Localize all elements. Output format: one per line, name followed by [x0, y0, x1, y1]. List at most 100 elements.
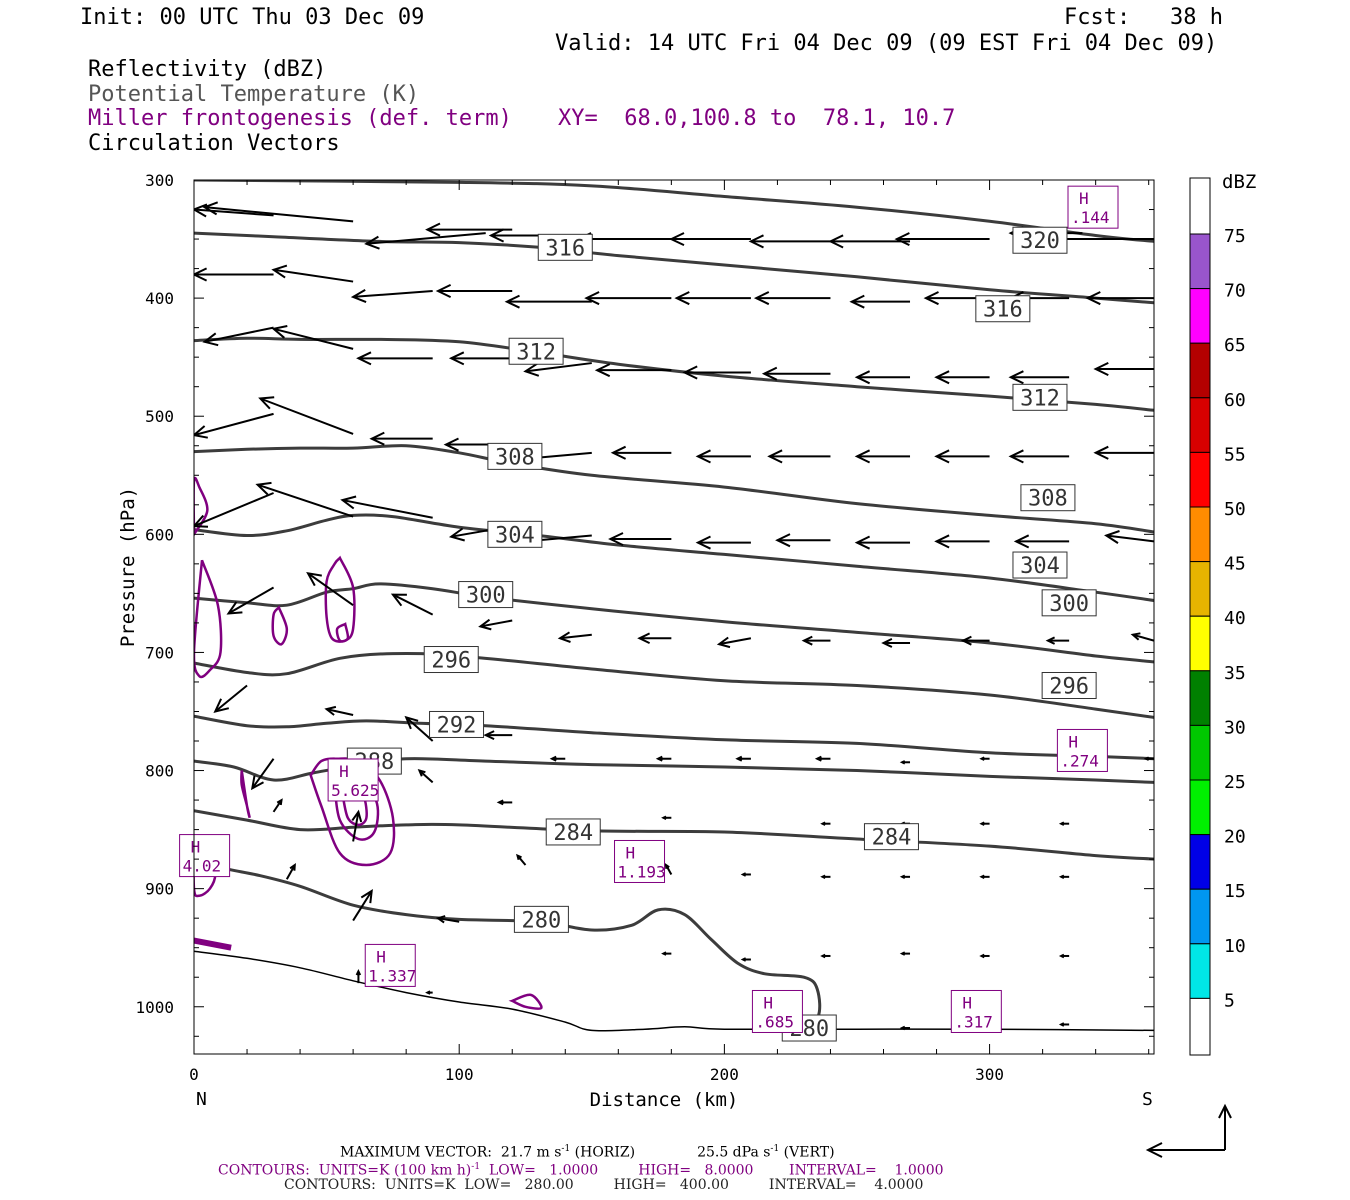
svg-text:300: 300 [1049, 592, 1089, 617]
colorbar-label: 15 [1224, 881, 1246, 902]
fronto-max-label: H5.625 [327, 758, 379, 802]
circulation-vector [1045, 636, 1070, 645]
circulation-vector [496, 799, 513, 806]
theta-label: 316 [975, 295, 1031, 323]
y-tick-label: 900 [145, 880, 174, 899]
circulation-vector [695, 535, 751, 550]
colorbar-label: 45 [1224, 554, 1246, 575]
circulation-vector [594, 363, 672, 378]
svg-text:.274: .274 [1060, 751, 1099, 770]
circulation-vector [854, 449, 911, 464]
circulation-vector [740, 957, 751, 962]
circulation-vector [735, 755, 751, 762]
x-tick-label: 300 [975, 1065, 1004, 1084]
theta-label: 300 [1041, 589, 1097, 617]
circulation-vector [849, 294, 911, 309]
circulation-vector [674, 291, 751, 306]
circulation-vector [194, 492, 274, 528]
colorbar-label: 25 [1224, 772, 1246, 793]
svg-text:.685: .685 [755, 1012, 794, 1031]
circulation-vector [340, 495, 433, 519]
circulation-vector [1130, 632, 1154, 642]
forecast-hour: Fcst: 38 h [1064, 5, 1223, 30]
circulation-vector [1085, 291, 1154, 306]
circulation-vector [801, 635, 831, 646]
circulation-vector [695, 449, 751, 464]
svg-text:H: H [626, 843, 636, 862]
circulation-vector [740, 872, 751, 877]
colorbar-segment [1189, 724, 1211, 781]
theta-contour-304 [194, 513, 1154, 602]
circulation-vector [1104, 530, 1154, 544]
theta-label: 300 [458, 581, 514, 609]
circulation-vector [271, 264, 354, 283]
svg-text:296: 296 [1049, 675, 1089, 700]
circulation-vector [828, 234, 911, 249]
circulation-vector [610, 445, 672, 460]
svg-text:312: 312 [1020, 386, 1060, 411]
theta-contour-292 [194, 714, 1154, 761]
colorbar-segment [1189, 506, 1211, 563]
circulation-vector [352, 889, 373, 922]
circulation-vector [435, 283, 513, 299]
theta-label: 316 [537, 233, 593, 261]
valid-time: Valid: 14 UTC Fri 04 Dec 09 (09 EST Fri … [555, 31, 1218, 56]
field-frontogenesis: Miller frontogenesis (def. term) [88, 106, 512, 131]
field-theta: Potential Temperature (K) [88, 82, 420, 107]
colorbar-label: 55 [1224, 444, 1246, 465]
colorbar-label: 35 [1224, 663, 1246, 684]
circulation-vector [285, 862, 296, 880]
circulation-vector [608, 532, 672, 547]
theta-contour-288 [194, 757, 1154, 784]
colorbar-label: 40 [1224, 608, 1246, 629]
circulation-vector [979, 874, 990, 880]
svg-text:H: H [962, 993, 972, 1012]
theta-label: 292 [429, 710, 485, 738]
circulation-vector [748, 234, 831, 249]
svg-text:H: H [376, 947, 386, 966]
circulation-vector [979, 821, 990, 826]
svg-text:H: H [763, 993, 773, 1012]
x-tick-label: 0 [189, 1065, 199, 1084]
circulation-vector [1058, 1022, 1070, 1027]
circulation-vector [516, 853, 527, 866]
circulation-vector [767, 449, 831, 464]
circulation-vector [979, 756, 990, 761]
colorbar-label: 75 [1224, 226, 1246, 247]
theta-label: 296 [423, 646, 479, 674]
circulation-vector [854, 535, 911, 550]
circulation-vector [661, 815, 672, 821]
circulation-vector [425, 222, 513, 237]
circulation-vector [369, 431, 433, 446]
colorbar-segment [1189, 397, 1211, 453]
y-tick-label: 700 [145, 643, 174, 662]
fronto-contour [240, 770, 251, 819]
circulation-vector [854, 370, 911, 385]
circulation-vector [194, 267, 274, 282]
colorbar-segment [1189, 561, 1211, 617]
theta-contour-280 [194, 855, 822, 1038]
theta-contour-320 [194, 180, 1154, 243]
x-tick-label: 200 [710, 1065, 739, 1084]
fronto-max-label: H.274 [1056, 728, 1108, 772]
circulation-vector [753, 291, 831, 306]
circulation-vector [1143, 756, 1154, 761]
svg-text:304: 304 [1020, 554, 1060, 579]
colorbar-label: 10 [1224, 936, 1246, 957]
svg-text:300: 300 [466, 584, 506, 609]
svg-text:H: H [1068, 732, 1078, 751]
circulation-vector [934, 449, 990, 464]
colorbar-segment [1189, 997, 1211, 1056]
init-time: Init: 00 UTC Thu 03 Dec 09 [80, 5, 425, 30]
circulation-vector [716, 636, 752, 649]
fronto-max-label: H4.02 [179, 834, 231, 878]
circulation-vector [661, 951, 672, 956]
circulation-vector [364, 232, 486, 250]
y-tick-label: 400 [145, 289, 174, 308]
colorbar-segment [1189, 943, 1211, 999]
circulation-vector [258, 396, 354, 435]
fronto-contour [271, 605, 289, 646]
circulation-vector [271, 325, 354, 350]
circulation-vector [1058, 874, 1070, 880]
